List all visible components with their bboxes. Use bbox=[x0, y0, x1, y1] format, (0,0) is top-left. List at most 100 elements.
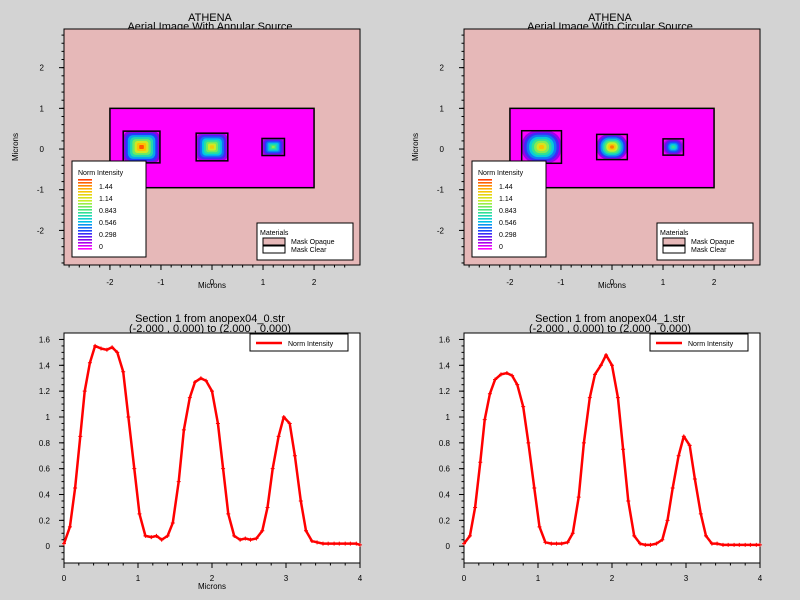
legend-swatch bbox=[478, 179, 492, 181]
data-point bbox=[726, 542, 731, 547]
y-tick-label: 1 bbox=[40, 104, 45, 113]
data-point bbox=[265, 505, 270, 510]
data-point bbox=[99, 346, 103, 351]
material-label: Mask Opaque bbox=[691, 239, 735, 246]
y-tick-label: -2 bbox=[437, 226, 445, 235]
legend-swatch bbox=[78, 233, 92, 235]
y-tick-label: 0.2 bbox=[439, 516, 451, 525]
x-tick-label: -1 bbox=[157, 278, 165, 287]
material-label: Mask Opaque bbox=[291, 239, 335, 246]
legend-swatch bbox=[478, 245, 492, 247]
intensity-spot-3 bbox=[662, 138, 685, 156]
y-tick-label: -1 bbox=[37, 186, 45, 195]
legend-label: 1.14 bbox=[499, 196, 513, 203]
legend-label: 1.44 bbox=[499, 184, 513, 191]
axes: -2 -1 0 1 2 -2 -1 0 1 2 Microns Microns bbox=[11, 34, 346, 290]
data-point bbox=[238, 537, 243, 542]
data-point bbox=[104, 347, 109, 352]
legend-label: Norm Intensity bbox=[688, 341, 734, 348]
data-point bbox=[638, 541, 643, 546]
y-tick-label: 0 bbox=[440, 145, 445, 154]
legend-swatch bbox=[78, 221, 92, 223]
data-point bbox=[126, 414, 131, 419]
legend-label: 0.298 bbox=[499, 232, 517, 239]
data-point bbox=[276, 434, 281, 439]
materials-title: Materials bbox=[260, 230, 289, 237]
contour-level bbox=[539, 144, 545, 150]
y-tick-label: 0 bbox=[46, 542, 51, 551]
y-tick-label: 2 bbox=[440, 64, 445, 73]
series-1 bbox=[462, 352, 762, 547]
feature-outline bbox=[195, 132, 229, 162]
x-tick-label: 1 bbox=[536, 574, 541, 583]
x-tick-label: 2 bbox=[712, 278, 717, 287]
y-tick-label: 0.8 bbox=[439, 439, 451, 448]
data-point bbox=[549, 541, 554, 546]
data-point bbox=[598, 363, 603, 368]
data-point bbox=[703, 533, 708, 538]
data-point bbox=[581, 440, 586, 445]
axes: -2 -1 0 1 2 -2 -1 0 1 2 Microns Microns bbox=[411, 34, 746, 290]
legend-swatch bbox=[478, 236, 492, 238]
legend-box bbox=[649, 333, 749, 352]
legend-swatch bbox=[78, 203, 92, 205]
data-point bbox=[321, 541, 325, 546]
y-tick-label: 2 bbox=[40, 64, 45, 73]
material-swatch bbox=[262, 245, 286, 254]
data-point bbox=[170, 520, 175, 525]
legend-swatch bbox=[78, 227, 92, 229]
data-point bbox=[537, 524, 542, 529]
feature-outline bbox=[662, 138, 685, 156]
legend-swatch bbox=[478, 191, 492, 193]
x-tick-label: 0 bbox=[462, 574, 467, 583]
legend-swatch bbox=[78, 212, 92, 214]
legend-swatch bbox=[478, 239, 492, 241]
data-point bbox=[587, 395, 592, 400]
x-tick-label: -2 bbox=[106, 278, 114, 287]
data-point bbox=[358, 542, 362, 547]
material-label: Mask Clear bbox=[291, 247, 327, 254]
data-point bbox=[165, 533, 170, 538]
data-point bbox=[303, 528, 308, 533]
y-tick-label: 1.6 bbox=[39, 335, 51, 344]
legend-title: Norm Intensity bbox=[78, 170, 124, 177]
data-point bbox=[187, 395, 192, 400]
y-tick-label: 1.4 bbox=[439, 361, 451, 370]
legend-swatch bbox=[478, 194, 492, 196]
x-axis-label: Microns bbox=[198, 582, 226, 591]
data-point bbox=[543, 540, 548, 545]
x-tick-label: 0 bbox=[210, 278, 215, 287]
y-tick-label: -2 bbox=[37, 226, 45, 235]
x-tick-label: -1 bbox=[557, 278, 565, 287]
x-tick-label: 3 bbox=[684, 574, 689, 583]
y-tick-label: 0.6 bbox=[39, 465, 51, 474]
x-axis-label: Microns bbox=[198, 281, 226, 290]
data-point bbox=[626, 498, 631, 503]
y-tick-label: 1 bbox=[446, 413, 451, 422]
axes: 0 1 2 3 4 0 0.2 0.4 0.6 0.8 1 1.2 1.4 1.6 bbox=[439, 335, 763, 583]
data-point bbox=[676, 453, 681, 458]
data-point bbox=[643, 542, 648, 547]
y-tick-label: 1 bbox=[46, 413, 51, 422]
data-point bbox=[515, 382, 520, 387]
x-tick-label: 1 bbox=[661, 278, 666, 287]
data-point bbox=[487, 391, 492, 396]
data-point bbox=[176, 479, 181, 484]
chart-subtitle: (-2.000 , 0.000) to (2.000 , 0.000) bbox=[129, 323, 291, 335]
x-tick-label: 2 bbox=[610, 574, 615, 583]
data-point bbox=[149, 535, 154, 540]
data-point bbox=[660, 537, 665, 542]
y-tick-label: 0 bbox=[446, 542, 451, 551]
intensity-legend: Norm Intensity 1.44 1.14 0.843 0.546 0.298 0 bbox=[471, 160, 547, 258]
data-point bbox=[292, 453, 297, 458]
legend-swatch bbox=[478, 215, 492, 217]
data-point bbox=[281, 414, 286, 419]
chart-title: Section 1 from anopex04_1.str bbox=[535, 313, 685, 325]
legend-title: Norm Intensity bbox=[478, 170, 524, 177]
data-point bbox=[192, 380, 197, 385]
legend-swatch bbox=[478, 188, 492, 190]
data-point bbox=[326, 541, 331, 546]
data-point bbox=[521, 404, 526, 409]
y-tick-label: 1 bbox=[440, 104, 445, 113]
legend-label: 0.546 bbox=[99, 220, 117, 227]
